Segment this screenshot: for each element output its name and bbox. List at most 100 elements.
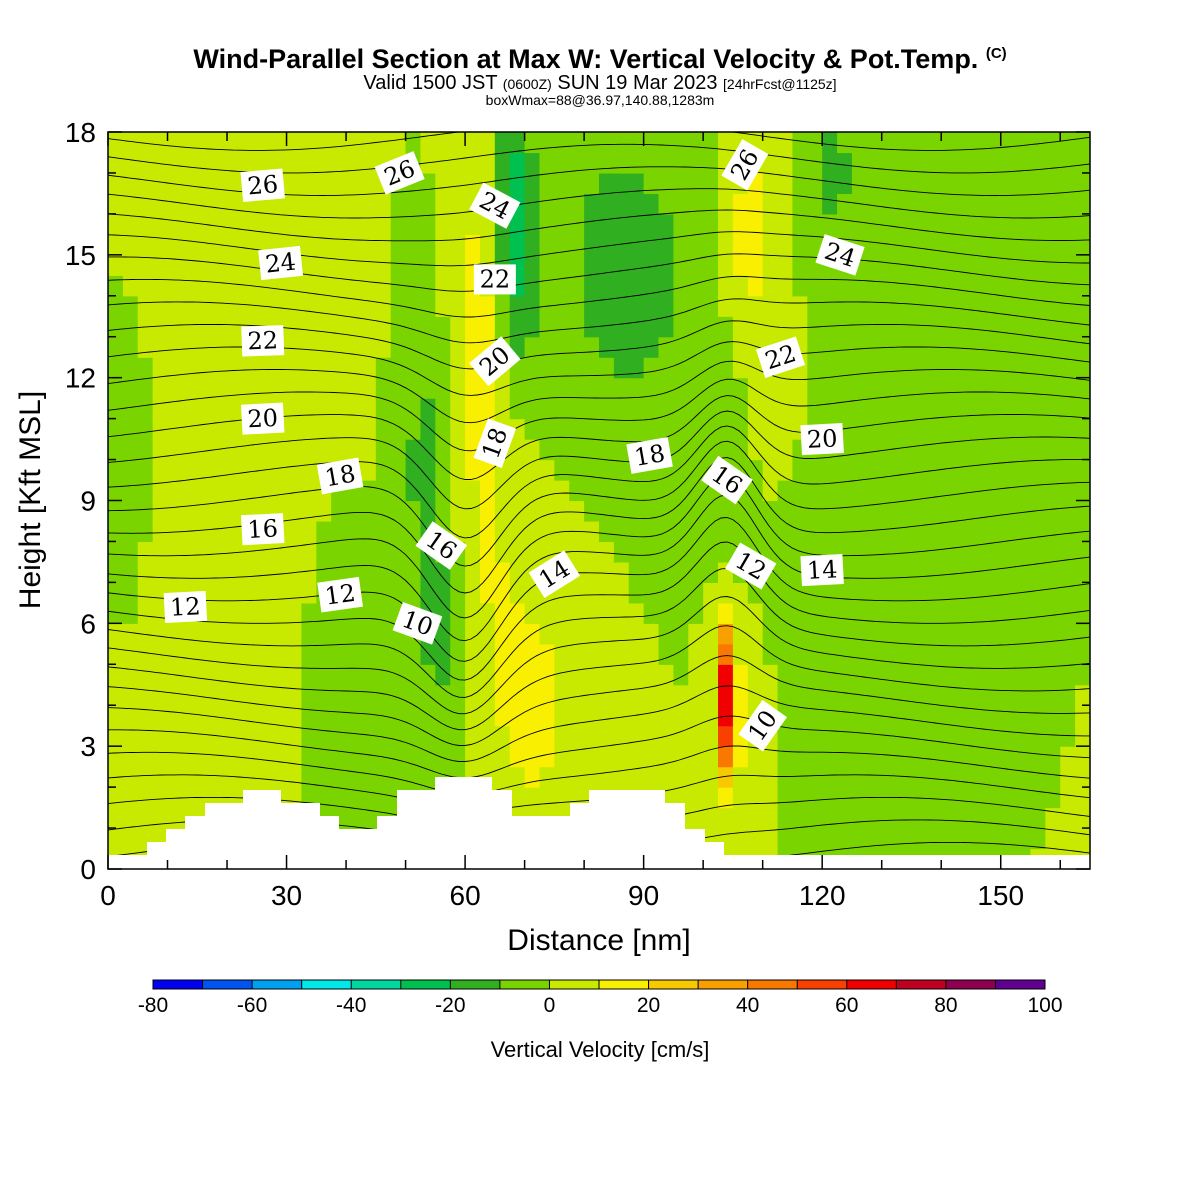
velocity-cell: [331, 623, 347, 645]
velocity-cell: [658, 234, 674, 256]
velocity-cell: [286, 746, 303, 768]
velocity-cell: [122, 275, 139, 297]
velocity-cell: [688, 623, 704, 645]
velocity-cell: [851, 357, 868, 379]
velocity-cell: [613, 541, 630, 563]
velocity-cell: [509, 172, 526, 195]
velocity-cell: [1015, 193, 1032, 215]
velocity-cell: [956, 172, 972, 195]
velocity-cell: [956, 684, 972, 706]
valid-time: Valid 1500 JST: [363, 72, 498, 94]
velocity-cell: [212, 295, 228, 317]
velocity-cell: [584, 193, 600, 215]
velocity-cell: [197, 316, 213, 338]
velocity-cell: [108, 807, 124, 829]
velocity-cell: [360, 439, 377, 461]
velocity-cell: [747, 234, 764, 256]
velocity-cell: [465, 746, 481, 768]
velocity-cell: [316, 132, 332, 154]
velocity-cell: [465, 336, 481, 358]
velocity-cell: [896, 377, 913, 399]
velocity-cell: [643, 316, 660, 338]
velocity-cell: [837, 520, 853, 543]
velocity-cell: [881, 275, 898, 297]
velocity-cell: [837, 500, 853, 522]
velocity-cell: [970, 705, 987, 727]
velocity-cell: [792, 459, 808, 481]
velocity-cell: [777, 725, 794, 747]
velocity-cell: [762, 193, 779, 215]
velocity-cell: [1030, 480, 1046, 502]
velocity-cell: [479, 152, 496, 174]
velocity-cell: [896, 234, 913, 256]
velocity-cell: [851, 541, 868, 563]
contour-label-text: 20: [806, 424, 838, 454]
velocity-cell: [747, 623, 764, 645]
velocity-cell: [941, 132, 957, 154]
velocity-cell: [643, 725, 660, 747]
velocity-cell: [911, 357, 927, 379]
isentrope-line: [108, 517, 1090, 662]
velocity-cell: [956, 398, 972, 420]
velocity-cell: [956, 541, 972, 563]
velocity-cell: [896, 725, 913, 747]
velocity-cell: [1045, 152, 1061, 174]
velocity-cell: [539, 418, 555, 440]
velocity-cell: [941, 787, 957, 809]
velocity-cell: [167, 418, 183, 440]
velocity-cell: [732, 336, 749, 358]
velocity-cell: [658, 500, 674, 522]
velocity-cell: [599, 193, 615, 215]
velocity-cell: [360, 807, 377, 829]
velocity-cell: [673, 520, 689, 543]
velocity-cell: [613, 357, 630, 379]
velocity-cell: [301, 439, 317, 461]
velocity-cell: [732, 295, 749, 317]
velocity-cell: [703, 643, 719, 665]
velocity-cell: [539, 213, 555, 235]
velocity-cell: [122, 582, 139, 604]
velocity-cell: [613, 193, 630, 215]
velocity-cell: [375, 398, 392, 420]
velocity-cell: [807, 152, 823, 174]
velocity-cell: [271, 275, 288, 297]
velocity-cell: [108, 541, 124, 563]
velocity-cell: [673, 213, 689, 235]
velocity-cell: [718, 787, 734, 809]
velocity-cell: [286, 377, 303, 399]
velocity-cell: [509, 377, 526, 399]
velocity-cell: [271, 561, 288, 583]
velocity-cell: [316, 234, 332, 256]
velocity-cell: [301, 193, 317, 215]
velocity-cell: [554, 439, 570, 461]
velocity-cell: [360, 582, 377, 604]
velocity-cell: [197, 746, 213, 768]
velocity-cell: [643, 500, 660, 522]
velocity-cell: [450, 561, 466, 583]
velocity-cell: [227, 172, 243, 195]
velocity-cell: [227, 459, 243, 481]
velocity-cell: [509, 582, 526, 604]
velocity-cell: [792, 520, 808, 543]
velocity-cell: [970, 623, 987, 645]
velocity-cell: [792, 623, 808, 645]
velocity-cell: [1060, 459, 1076, 481]
velocity-cell: [985, 377, 1002, 399]
velocity-cell: [1060, 336, 1076, 358]
velocity-cell: [256, 602, 273, 624]
velocity-cell: [688, 725, 704, 747]
velocity-cell: [911, 213, 927, 235]
velocity-cell: [718, 439, 734, 461]
velocity-cell: [866, 766, 883, 788]
velocity-cell: [777, 172, 794, 195]
velocity-cell: [896, 500, 913, 522]
velocity-cell: [762, 275, 779, 297]
velocity-cell: [718, 684, 734, 706]
velocity-cell: [197, 664, 213, 686]
velocity-cell: [643, 746, 660, 768]
velocity-cell: [167, 459, 183, 481]
velocity-cell: [316, 643, 332, 665]
velocity-cell: [613, 295, 630, 317]
velocity-cell: [941, 254, 957, 276]
velocity-cell: [599, 459, 615, 481]
